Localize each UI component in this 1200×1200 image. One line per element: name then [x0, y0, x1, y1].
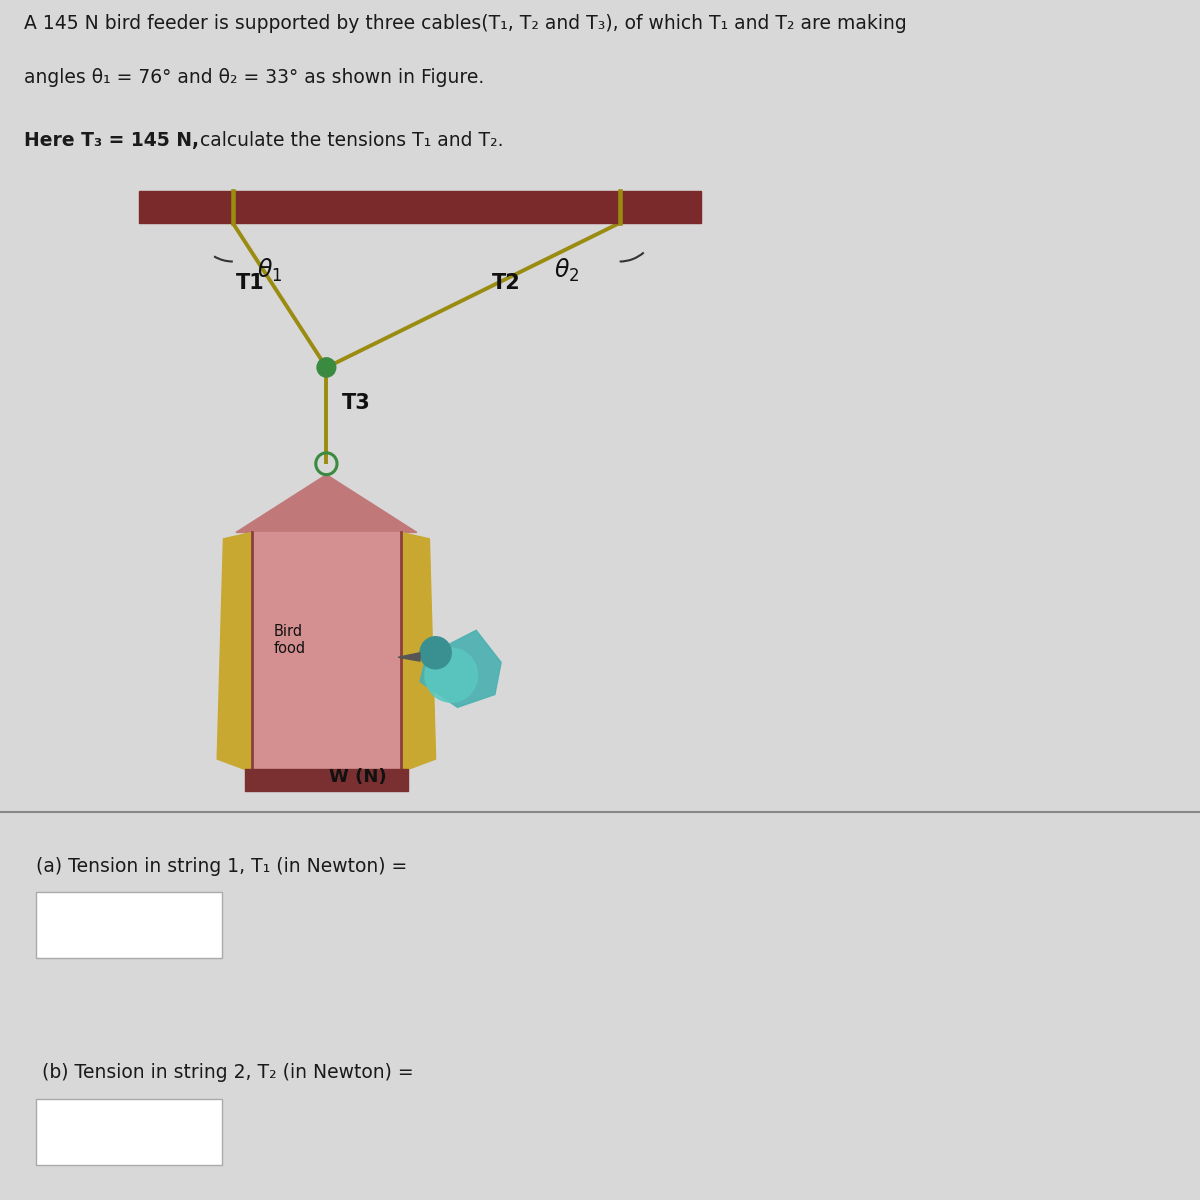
Polygon shape	[401, 533, 436, 772]
Bar	[139, 191, 701, 223]
Polygon shape	[420, 630, 502, 707]
Text: Here T₃ = 145 N,: Here T₃ = 145 N,	[24, 131, 199, 150]
Bar	[252, 533, 401, 772]
Text: angles θ₁ = 76° and θ₂ = 33° as shown in Figure.: angles θ₁ = 76° and θ₂ = 33° as shown in…	[24, 68, 485, 88]
Text: T3: T3	[342, 394, 371, 413]
Text: T2: T2	[492, 272, 521, 293]
Text: A 145 N bird feeder is supported by three cables(T₁, T₂ and T₃), of which T₁ and: A 145 N bird feeder is supported by thre…	[24, 13, 907, 32]
Text: (a) Tension in string 1, T₁ (in Newton) =: (a) Tension in string 1, T₁ (in Newton) …	[36, 857, 407, 876]
Polygon shape	[236, 475, 416, 533]
Text: $\theta_2$: $\theta_2$	[554, 257, 580, 283]
Text: T1: T1	[236, 272, 265, 293]
Circle shape	[425, 648, 478, 702]
Polygon shape	[217, 533, 252, 772]
FancyBboxPatch shape	[36, 1099, 222, 1165]
Text: $\theta_1$: $\theta_1$	[257, 257, 282, 283]
FancyBboxPatch shape	[36, 892, 222, 958]
Text: Bird
food: Bird food	[274, 624, 306, 656]
Circle shape	[317, 358, 336, 377]
Bar	[245, 769, 408, 791]
Text: (b) Tension in string 2, T₂ (in Newton) =: (b) Tension in string 2, T₂ (in Newton) …	[42, 1063, 414, 1082]
Text: W (N): W (N)	[329, 768, 386, 786]
Text: calculate the tensions T₁ and T₂.: calculate the tensions T₁ and T₂.	[194, 131, 504, 150]
Circle shape	[420, 637, 451, 668]
Polygon shape	[398, 653, 420, 661]
